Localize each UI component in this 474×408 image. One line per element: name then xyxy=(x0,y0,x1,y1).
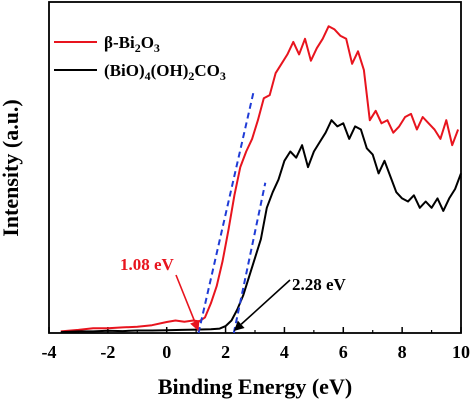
x-axis-title: Binding Energy (eV) xyxy=(158,374,352,399)
x-tick-label: 8 xyxy=(398,342,407,362)
y-axis-title: Intensity (a.u.) xyxy=(0,99,23,237)
arrow-1-08-head xyxy=(190,319,200,331)
x-tick-label: 10 xyxy=(452,342,470,362)
tangent-lines xyxy=(197,91,267,334)
x-tick-label: 2 xyxy=(221,342,230,362)
arrow-2-28-head xyxy=(233,320,245,331)
x-axis-ticks: -4 -2 0 2 4 6 8 10 xyxy=(42,327,470,362)
tangent-line-1 xyxy=(197,91,255,334)
x-tick-label: 0 xyxy=(162,342,171,362)
legend-label-bio-oh-co3: (BiO)4(OH)2CO3 xyxy=(104,61,226,83)
arrow-1-08 xyxy=(175,274,196,323)
series-line-beta-bi2o3 xyxy=(60,25,460,333)
x-tick-label: -4 xyxy=(42,342,57,362)
series-lines xyxy=(60,25,462,334)
tangent-line-2 xyxy=(232,182,267,334)
x-tick-label: 6 xyxy=(339,342,348,362)
arrow-2-28 xyxy=(240,279,291,325)
annotation-1-08-ev: 1.08 eV xyxy=(120,255,175,274)
legend-label-beta-bi2o3: β-Bi2O3 xyxy=(104,33,160,55)
annotation-2-28-ev: 2.28 eV xyxy=(292,275,347,294)
legend: β-Bi2O3 (BiO)4(OH)2CO3 xyxy=(54,33,226,83)
x-tick-label: -2 xyxy=(100,342,115,362)
annotations: 1.08 eV 2.28 eV xyxy=(120,255,347,331)
x-tick-label: 4 xyxy=(280,342,289,362)
series-line-bio-oh-co3 xyxy=(60,119,462,334)
